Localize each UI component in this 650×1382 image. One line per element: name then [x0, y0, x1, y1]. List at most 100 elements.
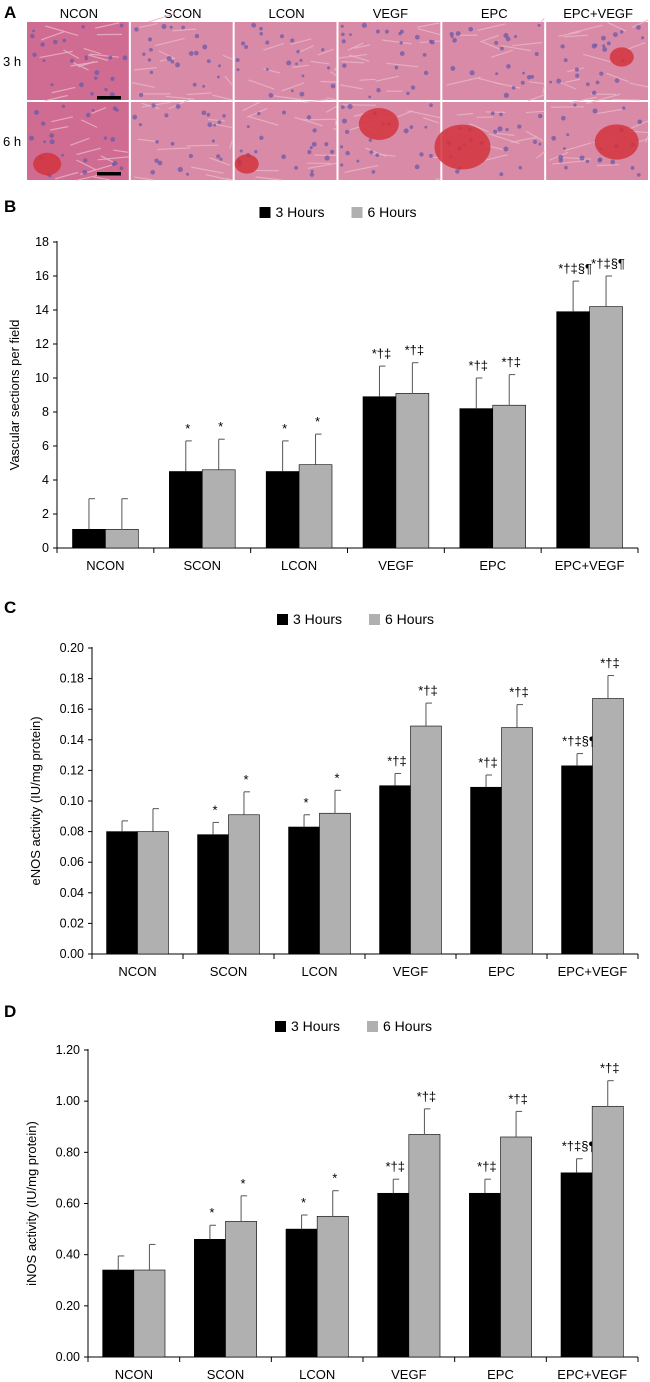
cell-nucleus: [429, 103, 433, 108]
bar: [265, 471, 300, 549]
legend-swatch: [275, 1021, 286, 1032]
histology-image: [434, 102, 545, 180]
blood-vessel: [234, 154, 259, 174]
scale-bar: [97, 96, 121, 100]
x-tick-label: NCON: [118, 964, 156, 979]
tissue-strand: [70, 61, 99, 67]
cell-nucleus: [216, 154, 221, 159]
x-tick-label: LCON: [281, 558, 317, 573]
tissue-strand: [40, 31, 65, 41]
cell-nucleus: [235, 58, 240, 63]
tissue-strand: [446, 76, 481, 86]
cell-nucleus: [206, 59, 211, 64]
y-tick-label: 2: [42, 507, 49, 521]
cell-nucleus: [91, 108, 95, 112]
cell-nucleus: [349, 33, 352, 37]
cell-nucleus: [522, 71, 525, 75]
histology-image: [27, 22, 129, 102]
tissue-strand: [435, 177, 441, 181]
cell-nucleus: [490, 111, 495, 116]
tissue-strand: [528, 81, 545, 85]
x-tick-label: EPC: [479, 558, 506, 573]
tissue-strand: [631, 19, 649, 29]
tissue-strand: [482, 41, 504, 51]
cell-nucleus: [340, 24, 344, 28]
tissue-strand: [417, 28, 441, 36]
bar: [556, 311, 590, 549]
tissue-strand: [625, 41, 646, 51]
cell-nucleus: [85, 112, 91, 118]
chart-c: C 3 Hours 6 Hours 0.00 0.02 0.04 0.06 0.08 0.10 0…: [4, 598, 639, 979]
significance-label: *†‡: [508, 1091, 528, 1106]
histology-image: [27, 102, 129, 181]
cell-nucleus: [449, 31, 454, 37]
y-tick-label: 4: [42, 473, 49, 487]
cell-nucleus: [207, 122, 213, 128]
tissue-strand: [540, 18, 545, 23]
tissue-strand: [165, 95, 195, 100]
tissue-strand: [344, 164, 379, 173]
tissue-strand: [248, 79, 275, 90]
tissue-strand: [606, 72, 630, 83]
cell-nucleus: [290, 89, 294, 93]
tissue-strand: [564, 142, 592, 152]
cell-nucleus: [410, 85, 416, 90]
tissue-strand: [303, 99, 328, 103]
cell-nucleus: [175, 62, 181, 68]
column-label: SCON: [164, 6, 202, 21]
cell-nucleus: [157, 160, 163, 166]
cell-nucleus: [61, 153, 65, 157]
tissue-strand: [70, 137, 90, 146]
tissue-strand: [186, 144, 219, 147]
tissue-strand: [353, 44, 371, 49]
cell-nucleus: [594, 43, 598, 47]
tissue-strand: [157, 147, 191, 151]
y-axis-title: iNOS activity (IU/mg protein): [24, 1121, 39, 1286]
cell-nucleus: [61, 104, 66, 109]
bar: [133, 1269, 166, 1358]
cell-nucleus: [186, 172, 190, 176]
cell-nucleus: [301, 74, 305, 78]
cell-nucleus: [371, 170, 376, 174]
cell-nucleus: [108, 55, 113, 60]
cell-nucleus: [306, 115, 312, 120]
cell-nucleus: [394, 65, 399, 70]
cell-nucleus: [399, 51, 405, 56]
bar: [72, 528, 106, 549]
cell-nucleus: [90, 91, 94, 96]
cell-nucleus: [538, 142, 542, 146]
cell-nucleus: [556, 78, 562, 84]
cell-nucleus: [82, 169, 88, 175]
cell-nucleus: [218, 64, 222, 68]
cell-nucleus: [468, 26, 474, 32]
legend-swatch: [369, 614, 380, 625]
tissue-strand: [359, 78, 376, 81]
histology-image: [234, 99, 338, 181]
cell-nucleus: [384, 29, 389, 34]
tissue-strand: [326, 97, 337, 101]
bar: [377, 1192, 410, 1358]
tissue-strand: [191, 166, 224, 174]
column-label: EPC: [481, 6, 508, 21]
cell-nucleus: [361, 22, 367, 28]
scale-bar: [97, 172, 121, 176]
tissue-strand: [131, 81, 155, 88]
tissue-strand: [63, 49, 80, 60]
tissue-strand: [477, 23, 506, 31]
cell-nucleus: [517, 124, 522, 129]
cell-nucleus: [290, 38, 295, 43]
x-tick-label: LCON: [299, 1367, 335, 1382]
y-tick-label: 0: [42, 541, 49, 555]
tissue-strand: [340, 84, 363, 90]
bar: [137, 831, 169, 955]
bar: [169, 471, 203, 549]
tissue-strand: [76, 147, 101, 156]
tissue-strand: [320, 80, 337, 83]
tissue-strand: [207, 118, 225, 122]
cell-nucleus: [579, 155, 585, 161]
histology-image: [338, 102, 441, 181]
cell-nucleus: [259, 31, 263, 36]
histology-panel: A NCON SCON LCON VEGF EPC EPC+VEGF 3 h 6 h: [3, 3, 649, 181]
tissue-strand: [490, 49, 513, 58]
bar: [379, 785, 411, 955]
